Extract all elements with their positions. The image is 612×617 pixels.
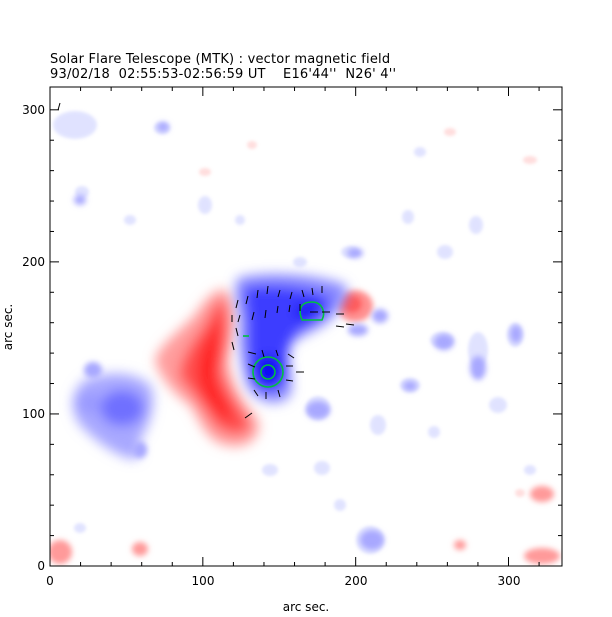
x-tick-label: 0 xyxy=(46,574,54,588)
field-contours xyxy=(243,301,325,388)
transverse-field-vectors xyxy=(57,102,355,419)
noise-speckle-red xyxy=(199,128,537,497)
magnetogram-image xyxy=(50,87,562,566)
positive-polarity-region xyxy=(155,289,259,447)
positive-polarity-corners xyxy=(50,486,560,564)
x-tick-labels: 0 100 200 300 xyxy=(46,574,520,588)
y-tick-label: 300 xyxy=(22,103,45,117)
y-axis-label: arc sec. xyxy=(1,304,15,350)
y-tick-label: 200 xyxy=(22,255,45,269)
x-tick-label: 100 xyxy=(192,574,215,588)
x-axis-label: arc sec. xyxy=(283,600,329,614)
negative-polarity-west xyxy=(73,373,154,460)
y-tick-labels: 0 100 200 300 xyxy=(22,103,45,573)
x-tick-label: 300 xyxy=(498,574,521,588)
x-tick-label: 200 xyxy=(345,574,368,588)
image-title: Solar Flare Telescope (MTK) : vector mag… xyxy=(50,52,391,67)
positive-polarity-small xyxy=(337,290,373,322)
y-tick-label: 0 xyxy=(37,559,45,573)
observation-info: 93/02/18 02:55:53-02:56:59 UT E16'44'' N… xyxy=(50,67,397,82)
y-tick-label: 100 xyxy=(22,407,45,421)
negative-polarity-patches xyxy=(74,122,522,550)
plot-frame xyxy=(49,86,563,567)
axis-ticks xyxy=(49,87,562,567)
